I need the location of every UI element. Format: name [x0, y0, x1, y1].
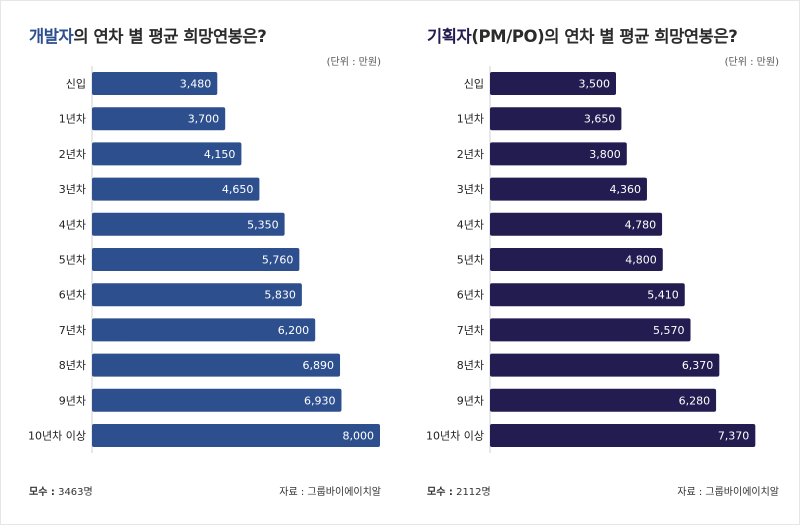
planner-bar [490, 424, 756, 447]
developer-bar [92, 248, 300, 271]
developer-value-label: 5,830 [264, 289, 296, 302]
planner-bar [490, 212, 663, 236]
planner-category-label: 4년차 [457, 218, 484, 231]
developer-bar [92, 318, 316, 342]
planner-category-label: 9년차 [457, 394, 484, 407]
developer-category-label: 2년차 [59, 148, 86, 161]
planner-bar [490, 107, 622, 131]
planner-sample-label: 모수 : [427, 487, 453, 498]
planner-value-label: 4,800 [625, 254, 657, 267]
planner-title-highlight: 기획자 [427, 27, 472, 46]
planner-value-label: 3,650 [584, 113, 616, 126]
developer-value-label: 8,000 [343, 430, 375, 443]
developer-value-label: 6,890 [303, 359, 335, 372]
developer-value-label: 3,480 [180, 78, 212, 91]
developer-category-label: 9년차 [59, 394, 86, 407]
developer-bar [92, 353, 341, 377]
planner-bar [490, 248, 663, 271]
planner-value-label: 6,370 [682, 359, 714, 372]
developer-chart-title: 개발자의 연차 별 평균 희망연봉은? [29, 23, 267, 47]
planner-bar [490, 353, 720, 377]
developer-value-label: 5,350 [247, 218, 279, 231]
planner-sample-value: 2112명 [456, 487, 491, 498]
planner-value-label: 5,570 [653, 324, 685, 337]
planner-bar-chart: 신입 3,500 1년차 3,650 2년차 3,800 3년차 4,360 4년차 4,780 5… [426, 66, 756, 453]
planner-category-label: 1년차 [457, 113, 484, 126]
developer-sample-size: 모수 : 3463명 [29, 483, 93, 498]
developer-value-label: 4,150 [204, 148, 236, 161]
planner-chart-title: 기획자(PM/PO)의 연차 별 평균 희망연봉은? [427, 23, 738, 47]
planner-value-label: 3,800 [589, 148, 621, 161]
developer-category-label: 3년차 [59, 183, 86, 196]
developer-value-label: 6,930 [304, 394, 336, 407]
planner-salary-panel: 기획자(PM/PO)의 연차 별 평균 희망연봉은? (단위 : 만원) 신입 3… [426, 1, 800, 526]
developer-bar [92, 388, 342, 412]
planner-value-label: 3,500 [579, 78, 611, 91]
planner-value-label: 4,780 [625, 218, 657, 231]
planner-value-label: 5,410 [647, 289, 679, 302]
planner-category-label: 2년차 [457, 148, 484, 161]
developer-category-label: 5년차 [59, 254, 86, 267]
planner-category-label: 5년차 [457, 254, 484, 267]
developer-category-label: 신입 [66, 78, 86, 91]
developer-bar [92, 212, 285, 236]
developer-bar [92, 177, 260, 201]
planner-value-label: 6,280 [679, 394, 711, 407]
planner-bar [490, 72, 616, 95]
developer-bar [92, 142, 242, 166]
developer-value-label: 6,200 [278, 324, 310, 337]
planner-bar [490, 318, 691, 342]
planner-category-label: 7년차 [457, 324, 484, 337]
developer-bar-chart: 신입 3,480 1년차 3,700 2년차 4,150 3년차 4,650 4년차 5,350 5… [28, 66, 380, 453]
developer-unit-note: (단위 : 만원) [326, 57, 381, 68]
planner-category-label: 6년차 [457, 289, 484, 302]
developer-category-label: 1년차 [59, 113, 86, 126]
planner-category-label: 3년차 [457, 183, 484, 196]
planner-bar [490, 388, 717, 412]
planner-category-label: 10년차 이상 [426, 430, 484, 443]
planner-unit-note: (단위 : 만원) [724, 57, 779, 68]
developer-title-highlight: 개발자 [29, 27, 74, 46]
planner-sample-size: 모수 : 2112명 [427, 483, 491, 498]
planner-category-label: 8년차 [457, 359, 484, 372]
developer-bar [92, 283, 302, 307]
developer-value-label: 5,760 [262, 254, 294, 267]
developer-category-label: 6년차 [59, 289, 86, 302]
developer-sample-label: 모수 : [29, 487, 55, 498]
developer-category-label: 7년차 [59, 324, 86, 337]
developer-sample-value: 3463명 [58, 487, 93, 498]
developer-category-label: 10년차 이상 [28, 430, 86, 443]
developer-bar [92, 107, 226, 131]
developer-source-note: 자료 : 그룹바이에이치알 [279, 487, 381, 498]
planner-value-label: 4,360 [609, 183, 641, 196]
developer-category-label: 4년차 [59, 218, 86, 231]
developer-salary-panel: 개발자의 연차 별 평균 희망연봉은? (단위 : 만원) 신입 3,480 1년차… [28, 1, 409, 526]
developer-bar [92, 424, 380, 447]
developer-title-rest: 의 연차 별 평균 희망연봉은? [73, 27, 267, 46]
developer-category-label: 8년차 [59, 359, 86, 372]
planner-bar [490, 142, 627, 166]
developer-value-label: 4,650 [222, 183, 254, 196]
planner-title-rest: (PM/PO)의 연차 별 평균 희망연봉은? [471, 27, 738, 46]
developer-value-label: 3,700 [188, 113, 220, 126]
developer-bar [92, 72, 218, 95]
planner-source-note: 자료 : 그룹바이에이치알 [677, 487, 779, 498]
planner-bar [490, 283, 685, 307]
planner-value-label: 7,370 [718, 430, 750, 443]
planner-bar [490, 177, 647, 201]
planner-category-label: 신입 [464, 78, 484, 91]
